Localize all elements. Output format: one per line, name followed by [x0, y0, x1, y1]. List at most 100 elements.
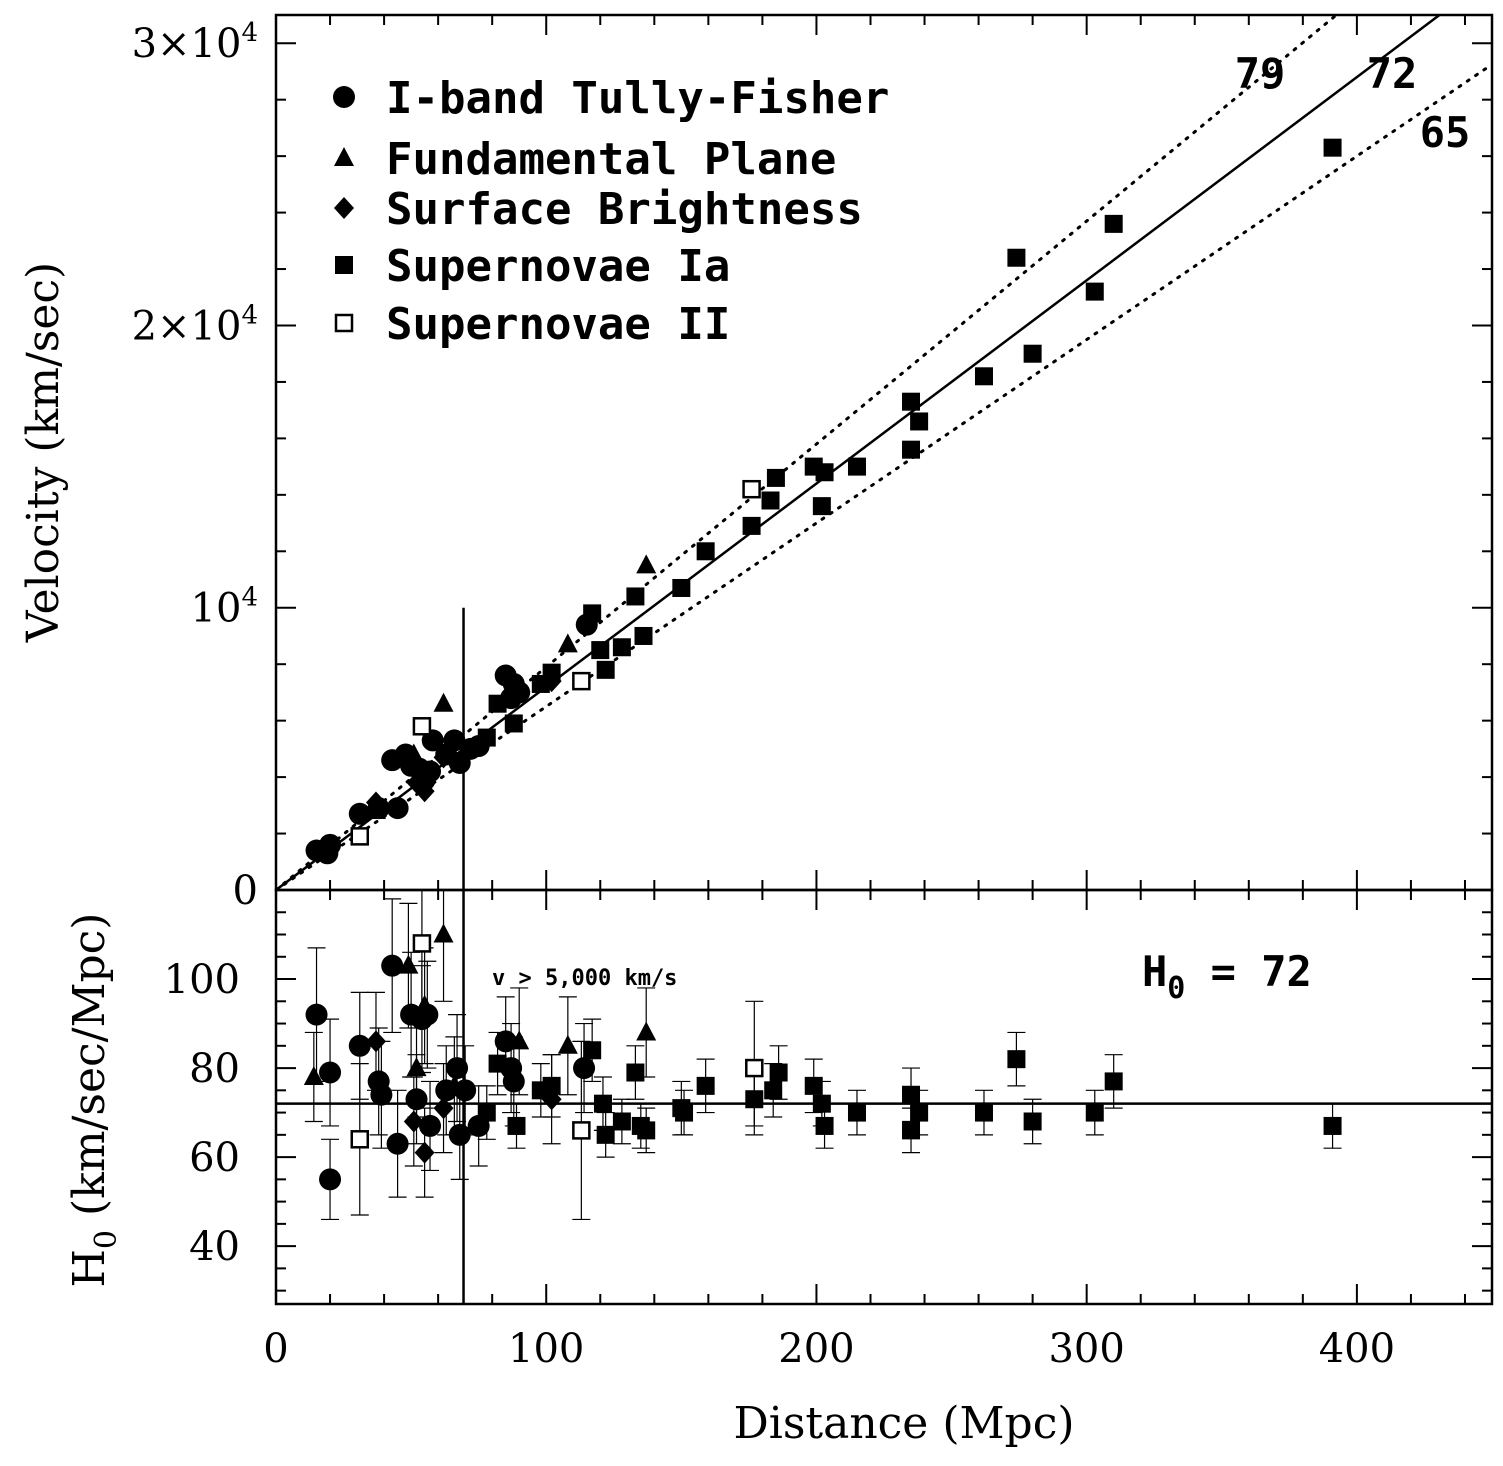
bottom-y-axis-title-sub: 0	[89, 1230, 124, 1249]
labels: 0 100 200 300 40001042×1043×104406080100Dist…	[18, 18, 1470, 1449]
y-tick-label: 2×104	[132, 300, 258, 349]
legend-label: Supernovae II	[386, 299, 730, 350]
velocity-point	[636, 554, 657, 574]
h0-point	[815, 1116, 834, 1135]
h0-point	[675, 1103, 694, 1122]
velocity-point	[766, 468, 785, 487]
h0-point	[637, 1121, 656, 1140]
velocity-point	[634, 626, 653, 645]
velocity-point	[350, 827, 370, 846]
h0-point	[974, 1103, 993, 1122]
velocity-point	[596, 660, 615, 679]
velocity-point	[414, 780, 435, 803]
h0-point	[319, 1168, 342, 1191]
h0-point	[910, 1103, 929, 1122]
h0-point	[636, 1021, 657, 1041]
h0-point	[583, 1041, 602, 1060]
y-tick-base: 0	[233, 868, 258, 914]
y-tick-label: 40	[189, 1224, 240, 1270]
legend-label: Supernovae Ia	[386, 241, 730, 292]
h0-point	[386, 1132, 409, 1155]
velocity-point	[403, 743, 424, 763]
h0-point	[448, 1123, 471, 1146]
y-tick-label: 3×104	[132, 18, 258, 67]
legend: I-band Tully-Fisher Fundamental PlaneSurf…	[333, 73, 889, 350]
h0-point	[433, 923, 454, 943]
h0-point	[454, 1079, 477, 1102]
h0-point	[1323, 1116, 1342, 1135]
y-tick-exponent: 4	[241, 583, 258, 613]
h0-point	[1007, 1050, 1026, 1069]
h0-point	[502, 1070, 525, 1093]
top-y-axis-title: Velocity (km/sec)	[18, 262, 69, 643]
velocity-point	[488, 694, 507, 713]
h0-point	[769, 1063, 788, 1082]
velocity-point	[902, 392, 921, 411]
h0-point	[419, 1114, 442, 1137]
velocity-point	[1023, 344, 1042, 363]
x-tick-label: 200	[778, 1326, 854, 1372]
h0-point	[573, 1057, 596, 1080]
h0-point	[350, 1130, 370, 1149]
h0-point	[405, 1088, 428, 1111]
h0-point	[764, 1081, 783, 1100]
x-tick-label: 300	[1048, 1326, 1124, 1372]
h0-point	[446, 1057, 469, 1080]
h0-point	[626, 1063, 645, 1082]
h0-point	[370, 1083, 393, 1106]
velocity-point	[419, 760, 442, 783]
legend-marker-triangle	[334, 147, 354, 166]
velocity-point	[910, 412, 929, 431]
h0-point	[745, 1090, 764, 1109]
h0-label-rest: = 72	[1185, 947, 1311, 996]
h0-point	[403, 1110, 424, 1133]
velocity-cut-annotation: v > 5,000 km/s	[492, 966, 677, 991]
velocity-point	[557, 633, 578, 653]
h0-point	[902, 1085, 921, 1104]
x-tick-label: 400	[1319, 1326, 1395, 1372]
velocity-point	[412, 717, 432, 736]
h0-point	[444, 1074, 465, 1094]
h0-point	[612, 1112, 631, 1131]
velocity-point	[1104, 214, 1123, 233]
hubble-line-label: 72	[1367, 49, 1418, 98]
h0-point	[1104, 1072, 1123, 1091]
velocity-point	[612, 638, 631, 657]
h0-point	[305, 1003, 328, 1026]
y-tick-base: 10	[191, 586, 242, 632]
hubble-line-label: 79	[1235, 49, 1286, 98]
velocity-point	[508, 681, 531, 704]
h0-point	[745, 1058, 764, 1078]
velocity-point	[365, 791, 386, 814]
h0-point	[509, 1030, 530, 1050]
h0-point	[365, 1030, 386, 1053]
legend-label: Surface Brightness	[386, 184, 863, 235]
velocity-point	[812, 497, 831, 516]
h0-point	[414, 1141, 435, 1164]
h0-label-sub: 0	[1167, 971, 1185, 1006]
velocity-point	[847, 457, 866, 476]
velocity-point	[1085, 282, 1104, 301]
velocity-point	[477, 728, 496, 747]
velocity-point	[696, 542, 715, 561]
velocity-point	[742, 479, 761, 499]
bottom-y-axis-title-rest: (km/sec/Mpc)	[64, 913, 115, 1230]
velocity-point	[902, 440, 921, 459]
h0-point	[902, 1121, 921, 1140]
y-tick-label: 60	[189, 1135, 240, 1181]
velocity-point	[1323, 138, 1342, 157]
y-tick-base: 2×10	[132, 303, 242, 349]
h0-point	[348, 1034, 371, 1057]
hubble-line-79	[276, 15, 1339, 890]
x-tick-label: 0	[263, 1326, 288, 1372]
velocity-point	[742, 516, 761, 535]
legend-marker-circle	[333, 86, 355, 108]
h0-value-label: H0 = 72	[1142, 947, 1312, 1006]
h0-point	[812, 1094, 831, 1113]
velocity-point	[815, 463, 834, 482]
y-tick-label: 0	[233, 868, 258, 914]
h0-point	[1023, 1112, 1042, 1131]
velocity-point	[386, 797, 409, 820]
y-tick-label: 100	[164, 957, 240, 1003]
